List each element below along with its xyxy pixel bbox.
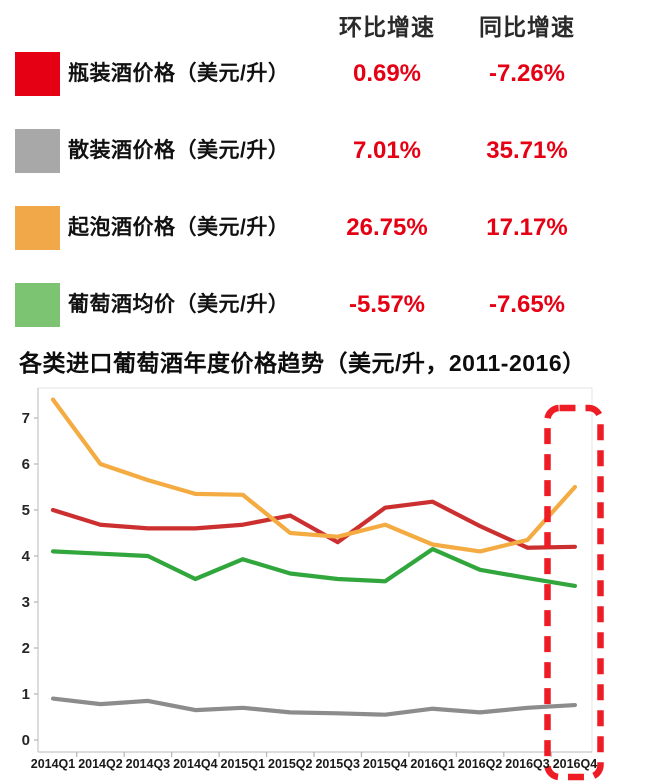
row-label-sparkling: 起泡酒价格（美元/升） [68,216,290,239]
col-header-qoq: 环比增速 [339,14,435,40]
yoy-value-bottled: -7.26% [488,60,566,87]
x-axis-label: 2016Q3 [505,757,550,771]
qoq-value-bottled: 0.69% [352,60,422,87]
bottled-wine-line [50,499,578,550]
y-axis-tick-label: 5 [22,502,30,519]
price-trend-chart: 0 1 2 3 4 5 6 7 2014Q1 2014Q2 2014Q3 2014Q4 2015Q1 20… [0,380,671,783]
y-axis-tick-label: 2 [22,640,30,657]
yoy-value-average: -7.65% [488,291,566,318]
table-row-bottled: 瓶装酒价格（美元/升） 0.69% -7.26% [0,52,671,96]
yoy-value-sparkling: 17.17% [486,214,568,241]
y-axis-tick-label: 6 [22,456,30,473]
row-label-bulk: 散装酒价格（美元/升） [68,139,290,162]
x-axis-label: 2014Q2 [78,757,123,771]
x-axis-label: 2016Q2 [458,757,503,771]
x-axis-label: 2015Q1 [221,757,266,771]
x-axis-label: 2016Q1 [410,757,455,771]
sparkling-wine-line [50,397,578,554]
legend-swatch-average [15,283,60,327]
table-row-average: 葡萄酒均价（美元/升） -5.57% -7.65% [0,283,671,327]
highlight-box-2016q4 [544,404,604,781]
row-label-average: 葡萄酒均价（美元/升） [68,293,290,316]
row-label-bottled: 瓶装酒价格（美元/升） [68,62,290,85]
legend-swatch-bulk [15,129,60,173]
qoq-value-bulk: 7.01% [352,137,422,164]
y-axis-tick-label: 1 [22,686,30,703]
table-row-bulk: 散装酒价格（美元/升） 7.01% 35.71% [0,129,671,173]
x-axis-label: 2015Q2 [268,757,313,771]
qoq-value-average: -5.57% [348,291,426,318]
bulk-wine-line [50,696,578,717]
chart-title: 各类进口葡萄酒年度价格趋势（美元/升，2011-2016） [19,350,586,376]
x-axis-label: 2016Q4 [553,757,598,771]
legend-swatch-bottled [15,52,60,96]
plot-border [37,387,593,753]
y-axis-tick-label: 3 [22,594,30,611]
x-axis-label: 2014Q4 [173,757,218,771]
y-axis-tick-label: 7 [22,410,30,427]
qoq-value-sparkling: 26.75% [346,214,428,241]
x-axis-label: 2015Q4 [363,757,408,771]
average-price-line [50,547,578,588]
x-axis-label: 2014Q3 [126,757,171,771]
legend-swatch-sparkling [15,206,60,250]
yoy-value-bulk: 35.71% [486,137,568,164]
x-axis-label: 2015Q3 [315,757,360,771]
y-axis-tick-label: 4 [22,548,31,565]
y-axis-tick-label: 0 [22,732,30,749]
col-header-yoy: 同比增速 [479,14,575,40]
x-axis-label: 2014Q1 [31,757,76,771]
table-row-sparkling: 起泡酒价格（美元/升） 26.75% 17.17% [0,206,671,250]
